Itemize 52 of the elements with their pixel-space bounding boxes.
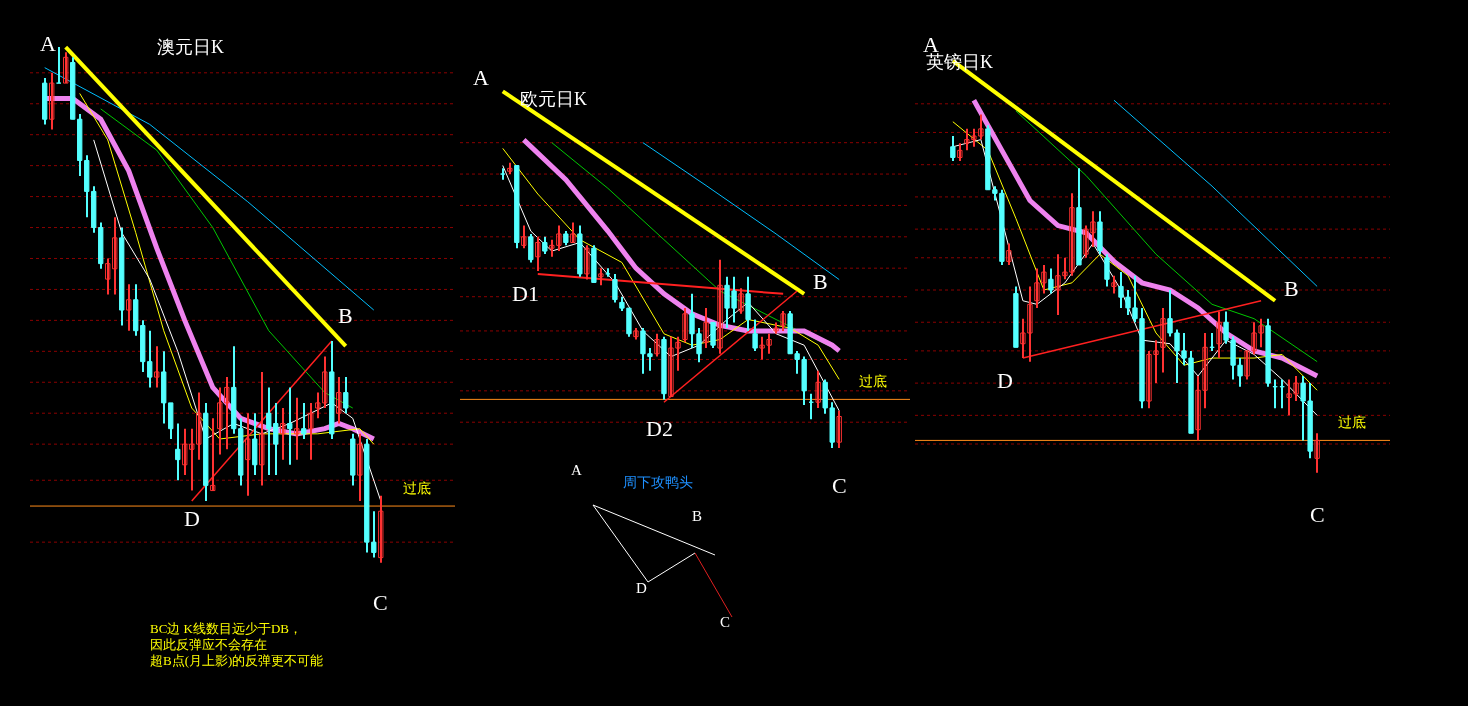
- candlestick: [336, 377, 342, 424]
- candlestick: [780, 310, 786, 331]
- candlestick: [210, 418, 216, 492]
- candlestick: [308, 402, 314, 460]
- candlestick: [521, 225, 527, 249]
- candlestick: [49, 72, 55, 130]
- text: 超B点(月上影)的反弹更不可能: [150, 653, 324, 668]
- text: 周下攻鸭头: [623, 475, 693, 490]
- text: A: [473, 65, 489, 90]
- text: BC边 K线数目远少于DB，: [150, 621, 303, 636]
- candlestick: [1006, 243, 1012, 265]
- annotation: D2: [646, 416, 673, 441]
- candlestick: [717, 259, 723, 354]
- candlestick: [357, 433, 363, 501]
- annotation: A: [40, 31, 56, 56]
- text: A: [571, 462, 582, 478]
- candlestick: [245, 413, 251, 496]
- annotation: D: [997, 368, 1013, 393]
- candlestick: [1314, 433, 1320, 473]
- candlestick: [259, 371, 265, 486]
- candlestick: [378, 495, 384, 563]
- text: B: [692, 508, 703, 524]
- candlestick: [535, 236, 541, 272]
- candlestick: [280, 408, 286, 460]
- text: C: [373, 590, 388, 615]
- text: C: [832, 473, 847, 498]
- ref-line-label: 过底: [403, 481, 431, 496]
- candlestick: [1216, 311, 1222, 359]
- candlestick: [63, 52, 69, 84]
- ref-line-label: 过底: [1338, 415, 1366, 430]
- candlestick: [815, 370, 821, 408]
- text: 因此反弹应不会存在: [150, 637, 267, 652]
- text: D: [636, 580, 647, 596]
- chart-title: 澳元日K: [157, 37, 224, 57]
- candlestick: [654, 333, 660, 357]
- text: C: [720, 614, 731, 630]
- annotation: B: [338, 303, 353, 328]
- candlestick: [287, 387, 293, 465]
- candlestick: [682, 308, 688, 343]
- candlestick: [584, 245, 590, 280]
- candlestick: [294, 397, 300, 460]
- candlestick: [126, 284, 132, 331]
- candlestick: [703, 308, 709, 349]
- annotation: B: [1284, 276, 1299, 301]
- annotation: B: [813, 269, 828, 294]
- text: C: [1310, 502, 1325, 527]
- candlestick: [1160, 307, 1166, 373]
- ref-line-label: 过底: [859, 374, 887, 389]
- annotation: D1: [512, 281, 539, 306]
- annotation: D: [184, 506, 200, 531]
- candlestick: [836, 410, 842, 448]
- chart-title: 欧元日K: [520, 89, 587, 109]
